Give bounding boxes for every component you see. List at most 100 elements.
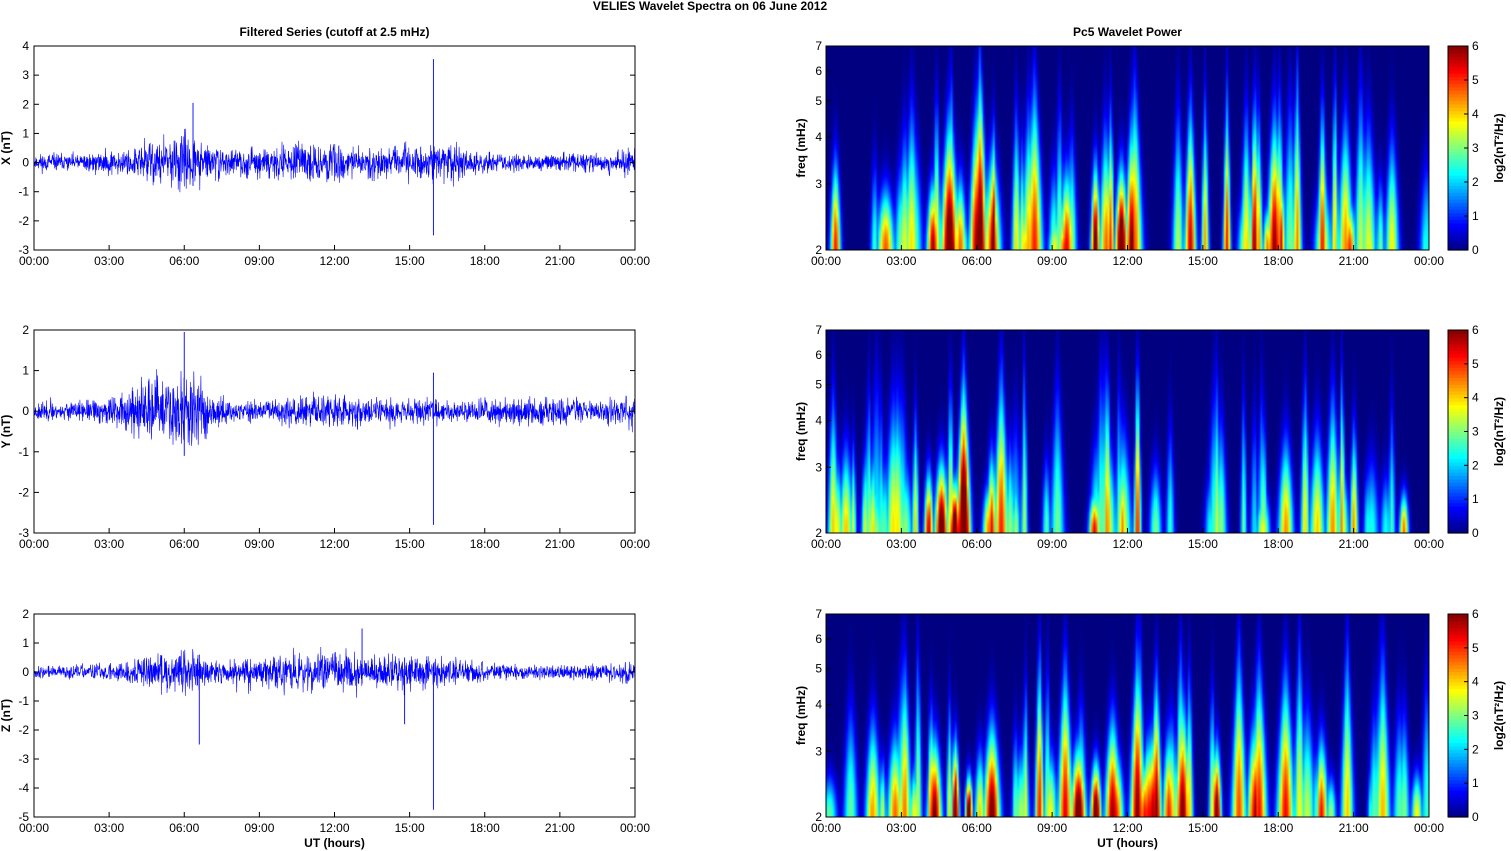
series-x-ytick-label: 1 [22,126,29,140]
power-x-ylabel: freq (mHz) [794,118,808,177]
power-x-ytick-label: 5 [815,94,822,108]
colorbar-swatch [1448,735,1468,740]
series-z-xtick-label: 00:00 [620,821,650,835]
colorbar-swatch [1448,404,1468,409]
series-x-xtick-label: 12:00 [319,254,349,268]
colorbar-swatch [1448,384,1468,389]
series-y-xtick-label: 12:00 [319,537,349,551]
colorbar-swatch [1448,742,1468,747]
colorbar-swatch [1448,182,1468,186]
power-z-xtick-label: 18:00 [1263,821,1293,835]
colorbar-swatch [1448,246,1468,251]
series-z-xtick-label: 03:00 [94,821,124,835]
colorbar-swatch [1448,428,1468,433]
colorbar-swatch [1448,499,1468,504]
series-x-xtick-label: 15:00 [395,254,425,268]
colorbar-swatch [1448,786,1468,791]
colorbar-swatch [1448,171,1468,176]
colorbar-swatch [1448,681,1468,686]
colorbar-swatch [1448,330,1468,334]
series-z-xtick-label: 00:00 [19,821,49,835]
colorbar-swatch [1448,127,1468,132]
colorbar-swatch [1448,353,1468,358]
colorbar-swatch [1448,205,1468,210]
power-x-xtick-label: 18:00 [1263,254,1293,268]
colorbar-swatch [1448,346,1468,351]
series-z-xlabel: UT (hours) [304,836,365,850]
power-y-xtick-label: 15:00 [1188,537,1218,551]
series-x-xtick-label: 09:00 [244,254,274,268]
colorbar-swatch [1448,461,1468,466]
colorbar-swatch [1448,233,1468,237]
colorbar-swatch [1448,739,1468,744]
series-z-ytick-label: 0 [22,665,29,679]
series-x-ytick-label: 4 [22,39,29,53]
colorbar-swatch [1448,52,1468,57]
colorbar-swatch [1448,495,1468,500]
power-y-xtick-label: 06:00 [962,537,992,551]
colorbar-swatch [1448,451,1468,456]
colorbar-swatch [1448,178,1468,183]
colorbar-swatch [1448,56,1468,61]
series-y-panel: -3 -2 -1 0 1 2 00:00 03:00 06:00 09:00 12:00 15:00 1… [0,323,650,551]
colorbar-swatch [1448,492,1468,497]
colorbar-swatch [1448,796,1468,801]
series-x-ytick-label: 0 [22,156,29,170]
series-y-trace [33,369,636,446]
colorbar-swatch [1448,144,1468,149]
power-y-panel: 2 3 4 5 6 7 00:00 03:00 06:00 09:00 12:00 15:00 18:0… [794,323,1506,551]
colorbar-swatch [1448,485,1468,490]
series-z-ytick-label: -3 [18,752,29,766]
series-x-ytick-label: 2 [22,97,29,111]
series-x-ylabel: X (nT) [0,131,13,165]
colorbar-tick-label: 4 [1472,391,1479,405]
colorbar-swatch [1448,424,1468,429]
colorbar-swatch [1448,756,1468,761]
power-x-xtick-label: 00:00 [1414,254,1444,268]
series-y-ytick-label: 1 [22,364,29,378]
colorbar-swatch [1448,370,1468,375]
colorbar-swatch [1448,363,1468,368]
colorbar-swatch [1448,803,1468,808]
colorbar-swatch [1448,195,1468,200]
power-y-ytick-label: 6 [815,348,822,362]
power-z-ytick-label: 3 [815,744,822,758]
series-y-ytick-label: 0 [22,404,29,418]
colorbar-swatch [1448,66,1468,71]
colorbar-swatch [1448,674,1468,679]
colorbar-swatch [1448,110,1468,115]
colorbar-swatch [1448,762,1468,767]
colorbar-swatch [1448,154,1468,159]
colorbar-tick-label: 1 [1472,776,1479,790]
colorbar-tick-label: 2 [1472,458,1479,472]
colorbar-swatch [1448,438,1468,443]
colorbar-swatch [1448,336,1468,341]
colorbar-swatch [1448,441,1468,446]
colorbar-swatch [1448,489,1468,493]
colorbar-swatch [1448,465,1468,470]
colorbar-swatch [1448,134,1468,139]
colorbar-swatch [1448,114,1468,118]
colorbar-swatch [1448,725,1468,730]
series-x-xtick-label: 00:00 [620,254,650,268]
series-y-ytick-label: -1 [18,445,29,459]
colorbar-swatch [1448,478,1468,483]
colorbar-swatch [1448,161,1468,166]
power-z-xtick-label: 00:00 [811,821,841,835]
colorbar-swatch [1448,137,1468,142]
colorbar-swatch [1448,800,1468,805]
colorbar-swatch [1448,46,1468,50]
colorbar-swatch [1448,394,1468,399]
colorbar-swatch [1448,661,1468,666]
series-y-ytick-label: 2 [22,323,29,337]
power-x-xtick-label: 12:00 [1112,254,1142,268]
colorbar-swatch [1448,708,1468,713]
colorbar-tick-label: 3 [1472,425,1479,439]
colorbar-swatch [1448,219,1468,224]
colorbar-swatch [1448,117,1468,122]
colorbar-swatch [1448,377,1468,382]
power-z-xtick-label: 09:00 [1037,821,1067,835]
colorbar-swatch [1448,722,1468,727]
colorbar-swatch [1448,715,1468,720]
series-x-ytick-label: -3 [18,243,29,257]
